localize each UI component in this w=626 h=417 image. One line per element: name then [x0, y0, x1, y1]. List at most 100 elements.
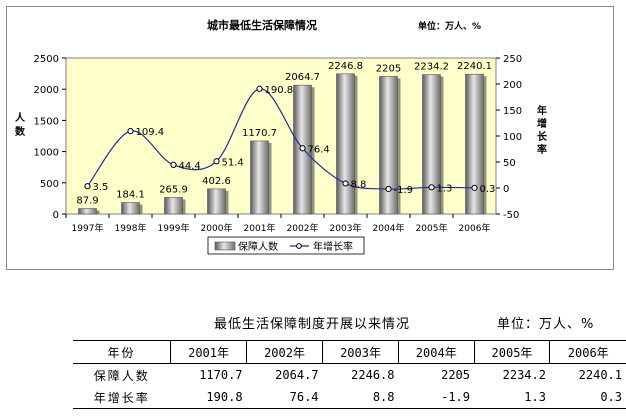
line-value-label: 190.8	[265, 85, 294, 96]
table-cell: 2205	[441, 368, 470, 382]
data-table: 年份 2001年 2002年 2003年 2004年 2005年 2006年 保…	[73, 340, 626, 409]
growth-point	[84, 183, 91, 190]
table-cell: 2234.2	[502, 368, 546, 382]
bar-value-label: 402.6	[202, 176, 231, 187]
x-tick-label: 2005年	[416, 222, 448, 234]
bar-value-label: 2064.7	[285, 72, 320, 83]
row-label: 保障人数	[93, 368, 150, 383]
table-cell: 2064.7	[275, 368, 319, 382]
x-tick-label: 2004年	[373, 222, 405, 234]
table-row: 年增长率 190.8 76.4 8.8 -1.9 1.3 0.3	[73, 386, 626, 409]
bar	[336, 73, 355, 215]
y-right-tick-label: 200	[503, 80, 522, 91]
y-right-tick-label: 100	[503, 132, 522, 143]
y-right-tick-label: 150	[503, 106, 522, 117]
bar	[250, 140, 269, 215]
y-right-axis-label: 长	[537, 130, 548, 143]
chart-unit: 单位：万人、%	[418, 20, 481, 32]
chart-frame: 城市最低生活保障情况 单位：万人、% 0 500 1000 1500 2000 2500 -50…	[6, 6, 614, 270]
x-tick-label: 2001年	[244, 222, 276, 234]
line-value-label: 44.4	[179, 161, 201, 172]
y-left-tick-label: 2500	[34, 54, 59, 65]
bar-value-label: 265.9	[159, 184, 188, 195]
table-cell: 2240.1	[578, 368, 622, 382]
bar-value-label: 1170.7	[242, 128, 277, 139]
year-cell: 2006年	[549, 340, 626, 364]
y-right-axis-label: 年	[537, 104, 547, 117]
table-unit: 单位：万人、%	[497, 317, 595, 332]
bar-value-label: 2246.8	[328, 61, 363, 72]
bar	[78, 208, 97, 215]
y-left-tick-label: 0	[53, 210, 59, 221]
y-left-tick-label: 1500	[34, 116, 59, 127]
growth-point	[385, 185, 392, 193]
table-header-label: 年份	[73, 340, 171, 364]
y-right-axis-label: 增	[537, 117, 547, 130]
bar-value-label: 2234.2	[414, 62, 449, 73]
chart-title: 城市最低生活保障情况	[207, 18, 317, 32]
table-cell: 190.8	[170, 386, 247, 409]
growth-point	[170, 161, 177, 169]
table-cell: 1.3	[474, 386, 550, 409]
chart-svg: 城市最低生活保障情况 单位：万人、%05001000150020002500-50…	[15, 18, 548, 255]
legend-bar-swatch	[214, 241, 236, 251]
table-cell: 76.4	[246, 386, 323, 409]
legend-box	[207, 236, 365, 255]
y-left-tick-label: 2000	[34, 85, 59, 96]
growth-line	[87, 88, 475, 190]
line-value-label: 8.8	[351, 179, 367, 190]
y-left-tick-label: 1000	[34, 148, 59, 159]
year-cell: 2002年	[246, 340, 323, 364]
bar	[207, 188, 226, 215]
bar-value-label: 2240.1	[457, 61, 492, 72]
line-value-label: 1.3	[437, 183, 453, 194]
year-cell: 2001年	[170, 340, 247, 364]
bar	[164, 197, 183, 215]
x-tick-label: 1999年	[158, 222, 190, 234]
table-cell: 2246.8	[351, 368, 395, 382]
x-tick-label: 1997年	[72, 222, 104, 234]
bar	[422, 74, 441, 215]
table-cell: 0.3	[549, 386, 626, 409]
growth-point	[127, 128, 134, 135]
legend-bar-label: 保障人数	[238, 240, 278, 253]
growth-point	[471, 184, 478, 191]
row-label: 年增长率	[73, 386, 171, 409]
bar	[379, 76, 398, 215]
table-title: 最低生活保障制度开展以来情况	[214, 317, 411, 332]
y-left-axis-label: 数	[15, 125, 26, 138]
bar	[465, 73, 484, 215]
growth-point	[428, 184, 435, 191]
x-tick-label: 2003年	[330, 222, 362, 234]
x-tick-label: 2006年	[459, 222, 491, 234]
y-right-tick-label: -50	[503, 210, 519, 221]
line-value-label: 76.4	[308, 144, 330, 155]
line-value-label: 109.4	[136, 127, 165, 138]
bar	[121, 202, 140, 215]
table-cell: -1.9	[398, 386, 474, 409]
x-tick-label: 2000年	[201, 222, 233, 234]
year-cell: 2005年	[473, 340, 550, 364]
x-tick-label: 2002年	[287, 222, 319, 234]
line-value-label: -1.9	[394, 185, 414, 196]
legend-line-marker	[296, 243, 302, 249]
line-value-label: 3.5	[93, 182, 109, 193]
growth-point	[213, 158, 220, 165]
table-cell: 8.8	[322, 386, 399, 409]
bar-value-label: 184.1	[116, 190, 145, 201]
year-cell: 2004年	[398, 340, 474, 364]
line-value-label: 51.4	[222, 157, 244, 168]
y-right-tick-label: 50	[503, 158, 516, 169]
x-tick-label: 1998年	[115, 222, 147, 234]
growth-point	[342, 180, 349, 187]
bar-value-label: 2205	[376, 63, 401, 74]
table-header-row: 年份 2001年 2002年 2003年 2004年 2005年 2006年	[73, 340, 626, 364]
growth-point	[256, 85, 263, 92]
bar-value-label: 87.9	[76, 196, 98, 207]
growth-point	[299, 145, 306, 152]
table-cell: 1170.7	[199, 368, 243, 382]
year-cell: 2003年	[322, 340, 399, 364]
y-right-tick-label: 0	[503, 184, 509, 195]
legend-line-label: 年增长率	[313, 240, 353, 253]
y-left-axis-label: 人	[15, 111, 26, 124]
